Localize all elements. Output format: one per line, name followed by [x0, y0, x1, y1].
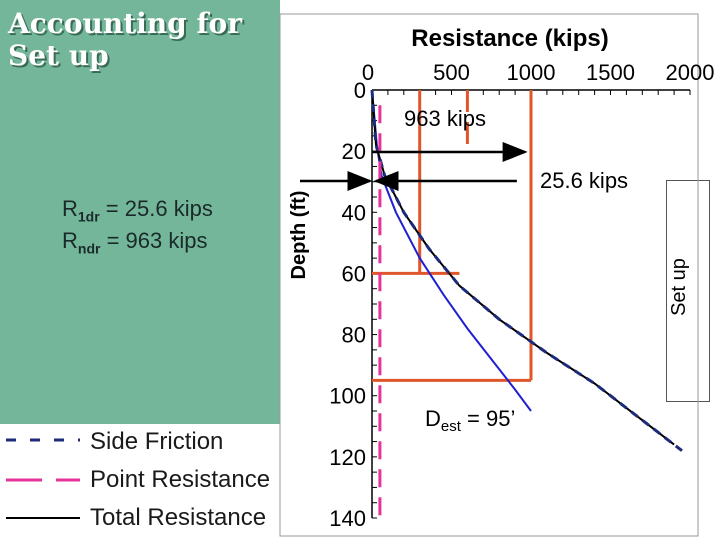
series-navy-dashed — [370, 89, 683, 452]
equation-rndr: Rndr = 963 kips — [62, 228, 207, 256]
y-tick-label: 60 — [342, 261, 366, 286]
series-blue — [371, 89, 532, 412]
legend: Side Friction Point Resistance Total Res… — [0, 424, 312, 540]
annotation-25-6-kips: 25.6 kips — [540, 168, 628, 193]
y-tick-label: 140 — [329, 506, 366, 531]
x-axis-label: Resistance (kips) — [411, 25, 608, 52]
legend-item-point-resistance: Point Resistance — [0, 462, 312, 498]
x-tick-label: 1500 — [586, 60, 635, 85]
eq-subscript: ndr — [77, 240, 101, 257]
legend-label: Total Resistance — [90, 504, 267, 531]
dest-subscript: est — [441, 418, 462, 435]
legend-label: Side Friction — [90, 428, 224, 455]
eq-symbol: R — [62, 196, 78, 221]
annotation-dest: Dest = 95’ — [425, 406, 515, 435]
legend-label: Point Resistance — [90, 466, 271, 493]
plot-frame — [279, 13, 699, 537]
legend-item-side-friction: Side Friction — [0, 424, 312, 460]
dest-base: D — [425, 406, 441, 431]
series-black — [371, 89, 675, 446]
y-tick-label: 20 — [342, 139, 366, 164]
eq-symbol: R — [62, 228, 78, 253]
x-tick-label: 500 — [433, 60, 470, 85]
x-tick-label: 2000 — [666, 60, 715, 85]
eq-value: = 963 kips — [100, 228, 208, 253]
eq-subscript: 1dr — [77, 208, 100, 225]
setup-box — [666, 180, 710, 402]
slide-title: Accounting for Set up — [8, 8, 242, 72]
equation-r1dr: R1dr = 25.6 kips — [62, 196, 213, 224]
y-tick-label: 40 — [342, 200, 366, 225]
y-tick-label: 0 — [354, 78, 366, 103]
y-tick-label: 100 — [329, 384, 366, 409]
x-tick-label: 1000 — [507, 60, 556, 85]
y-tick-label: 120 — [329, 445, 366, 470]
title-line-1: Accounting for — [8, 7, 242, 40]
legend-item-total-resistance: Total Resistance — [0, 500, 312, 536]
dest-value: = 95’ — [461, 406, 515, 431]
x-tick-label: 0 — [362, 60, 374, 85]
eq-value: = 25.6 kips — [99, 196, 213, 221]
annotation-963-kips: 963 kips — [404, 106, 486, 131]
title-line-2: Set up — [8, 39, 109, 72]
y-tick-label: 80 — [342, 323, 366, 348]
